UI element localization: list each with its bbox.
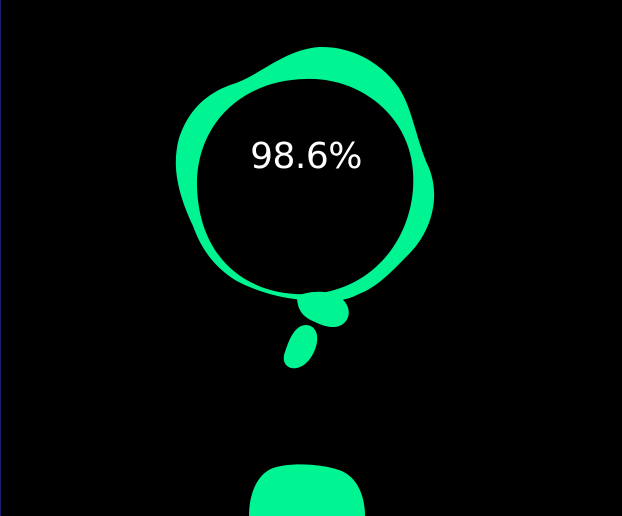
falling-droplet	[283, 324, 318, 369]
drip-attached	[297, 291, 349, 328]
progress-ring	[175, 46, 435, 301]
liquid-pool	[249, 464, 365, 516]
progress-percentage: 98.6%	[250, 136, 362, 177]
